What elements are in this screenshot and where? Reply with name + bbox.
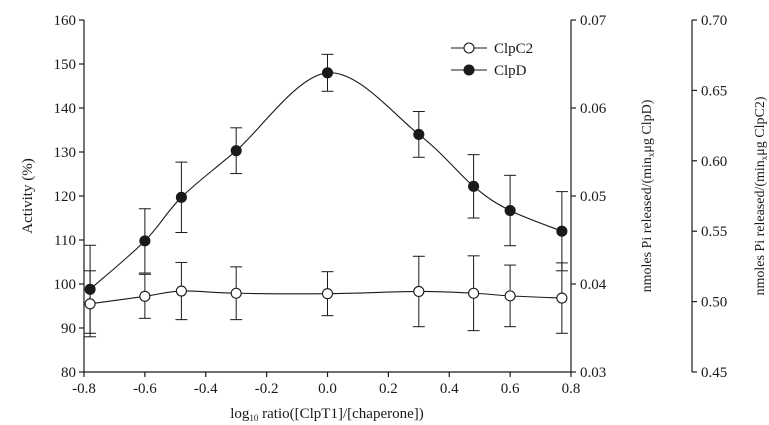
clpc2-point [230, 287, 242, 299]
clpd-point [139, 235, 151, 247]
clpc2-title-pre: nmoles Pi released/(min [753, 160, 768, 295]
y-right-clpd-tick-label: 0.06 [580, 101, 607, 117]
y-right-clpd-axis-title: nmoles Pi released/(minxμg ClpD) [640, 99, 656, 292]
x-tick-label: 0.0 [318, 381, 337, 397]
y-right-clpc2-tick-label: 0.60 [701, 154, 727, 170]
clpc2-point [175, 285, 187, 297]
y-right-clpc2-tick-label: 0.55 [701, 224, 727, 240]
clpd-point [556, 225, 568, 237]
data-points [84, 67, 568, 310]
clpc2-point [413, 285, 425, 298]
error-bars [84, 53, 568, 338]
x-tick-label: 0.6 [501, 381, 520, 397]
clpc2-title-post: μg ClpC2) [753, 96, 768, 156]
clpc2-point [84, 298, 96, 310]
y-left-tick-label: 120 [54, 189, 77, 205]
clpd-point [84, 283, 96, 295]
x-title-rest: ratio([ClpT1]/[chaperone]) [258, 406, 423, 422]
x-axis-title: log10 ratio([ClpT1]/[chaperone]) [230, 406, 424, 423]
y-right-clpc2-tick-label: 0.50 [701, 295, 727, 311]
y-right-clpc2-tick-label: 0.70 [701, 13, 727, 29]
y-right-clpc2-tick-label: 0.45 [701, 365, 727, 381]
legend: ClpC2 ClpD [451, 41, 533, 79]
legend-clpd-marker [463, 64, 475, 76]
y-left-axis-title: Activity (%) [20, 158, 36, 233]
x-title-base: log [230, 406, 250, 422]
y-left-tick-label: 90 [61, 321, 76, 337]
y-right-clpd-tick-label: 0.07 [580, 13, 607, 29]
clpd-title-pre: nmoles Pi released/(min [640, 157, 655, 292]
axis-ticks: -0.8 -0.6 -0.4 -0.2 0.0 0.2 0.4 0.6 0.8 80 90 100 11… [54, 13, 728, 397]
x-tick-label: -0.2 [255, 381, 279, 397]
y-left-tick-label: 160 [54, 13, 77, 29]
clpc2-point [556, 292, 568, 304]
x-tick-label: -0.4 [194, 381, 218, 397]
clpc2-point [468, 287, 480, 299]
y-left-tick-label: 80 [61, 365, 76, 381]
x-tick-label: 0.8 [562, 381, 581, 397]
y-left-tick-label: 150 [54, 57, 77, 73]
y-right-clpc2-tick-label: 0.65 [701, 83, 727, 99]
x-title-sub: 10 [249, 413, 259, 423]
clpd-curve [89, 72, 563, 290]
clpd-point [175, 191, 187, 203]
clpc2-title-sub: x [759, 155, 769, 160]
y-right-clpd-tick-label: 0.03 [580, 365, 606, 381]
clpd-title-post: μg ClpD) [640, 99, 655, 152]
legend-clpc2-marker [463, 42, 475, 54]
x-tick-label: 0.2 [379, 381, 398, 397]
y-left-tick-label: 110 [54, 233, 76, 249]
x-tick-label: 0.4 [440, 381, 459, 397]
clpd-point [468, 180, 480, 192]
legend-clpd-label: ClpD [494, 63, 527, 79]
clpd-point [230, 145, 242, 157]
clpc2-point [504, 290, 516, 302]
y-right-clpc2-axis-title: nmoles Pi released/(minxμg ClpC2) [753, 96, 769, 295]
clpc2-point [139, 290, 151, 302]
clpd-point [413, 128, 425, 140]
y-left-tick-label: 130 [54, 145, 77, 161]
legend-clpc2-label: ClpC2 [494, 41, 533, 57]
x-tick-label: -0.8 [72, 381, 96, 397]
y-right-clpd-tick-label: 0.04 [580, 277, 607, 293]
y-left-tick-label: 140 [54, 101, 77, 117]
y-left-tick-label: 100 [54, 277, 77, 293]
x-tick-label: -0.6 [133, 381, 157, 397]
series-curves [89, 72, 563, 305]
clpc2-point [321, 288, 334, 300]
clpd-title-sub: x [646, 152, 656, 157]
y-right-clpd-tick-label: 0.05 [580, 189, 606, 205]
clpd-point [504, 204, 516, 217]
clpd-point [321, 67, 334, 79]
